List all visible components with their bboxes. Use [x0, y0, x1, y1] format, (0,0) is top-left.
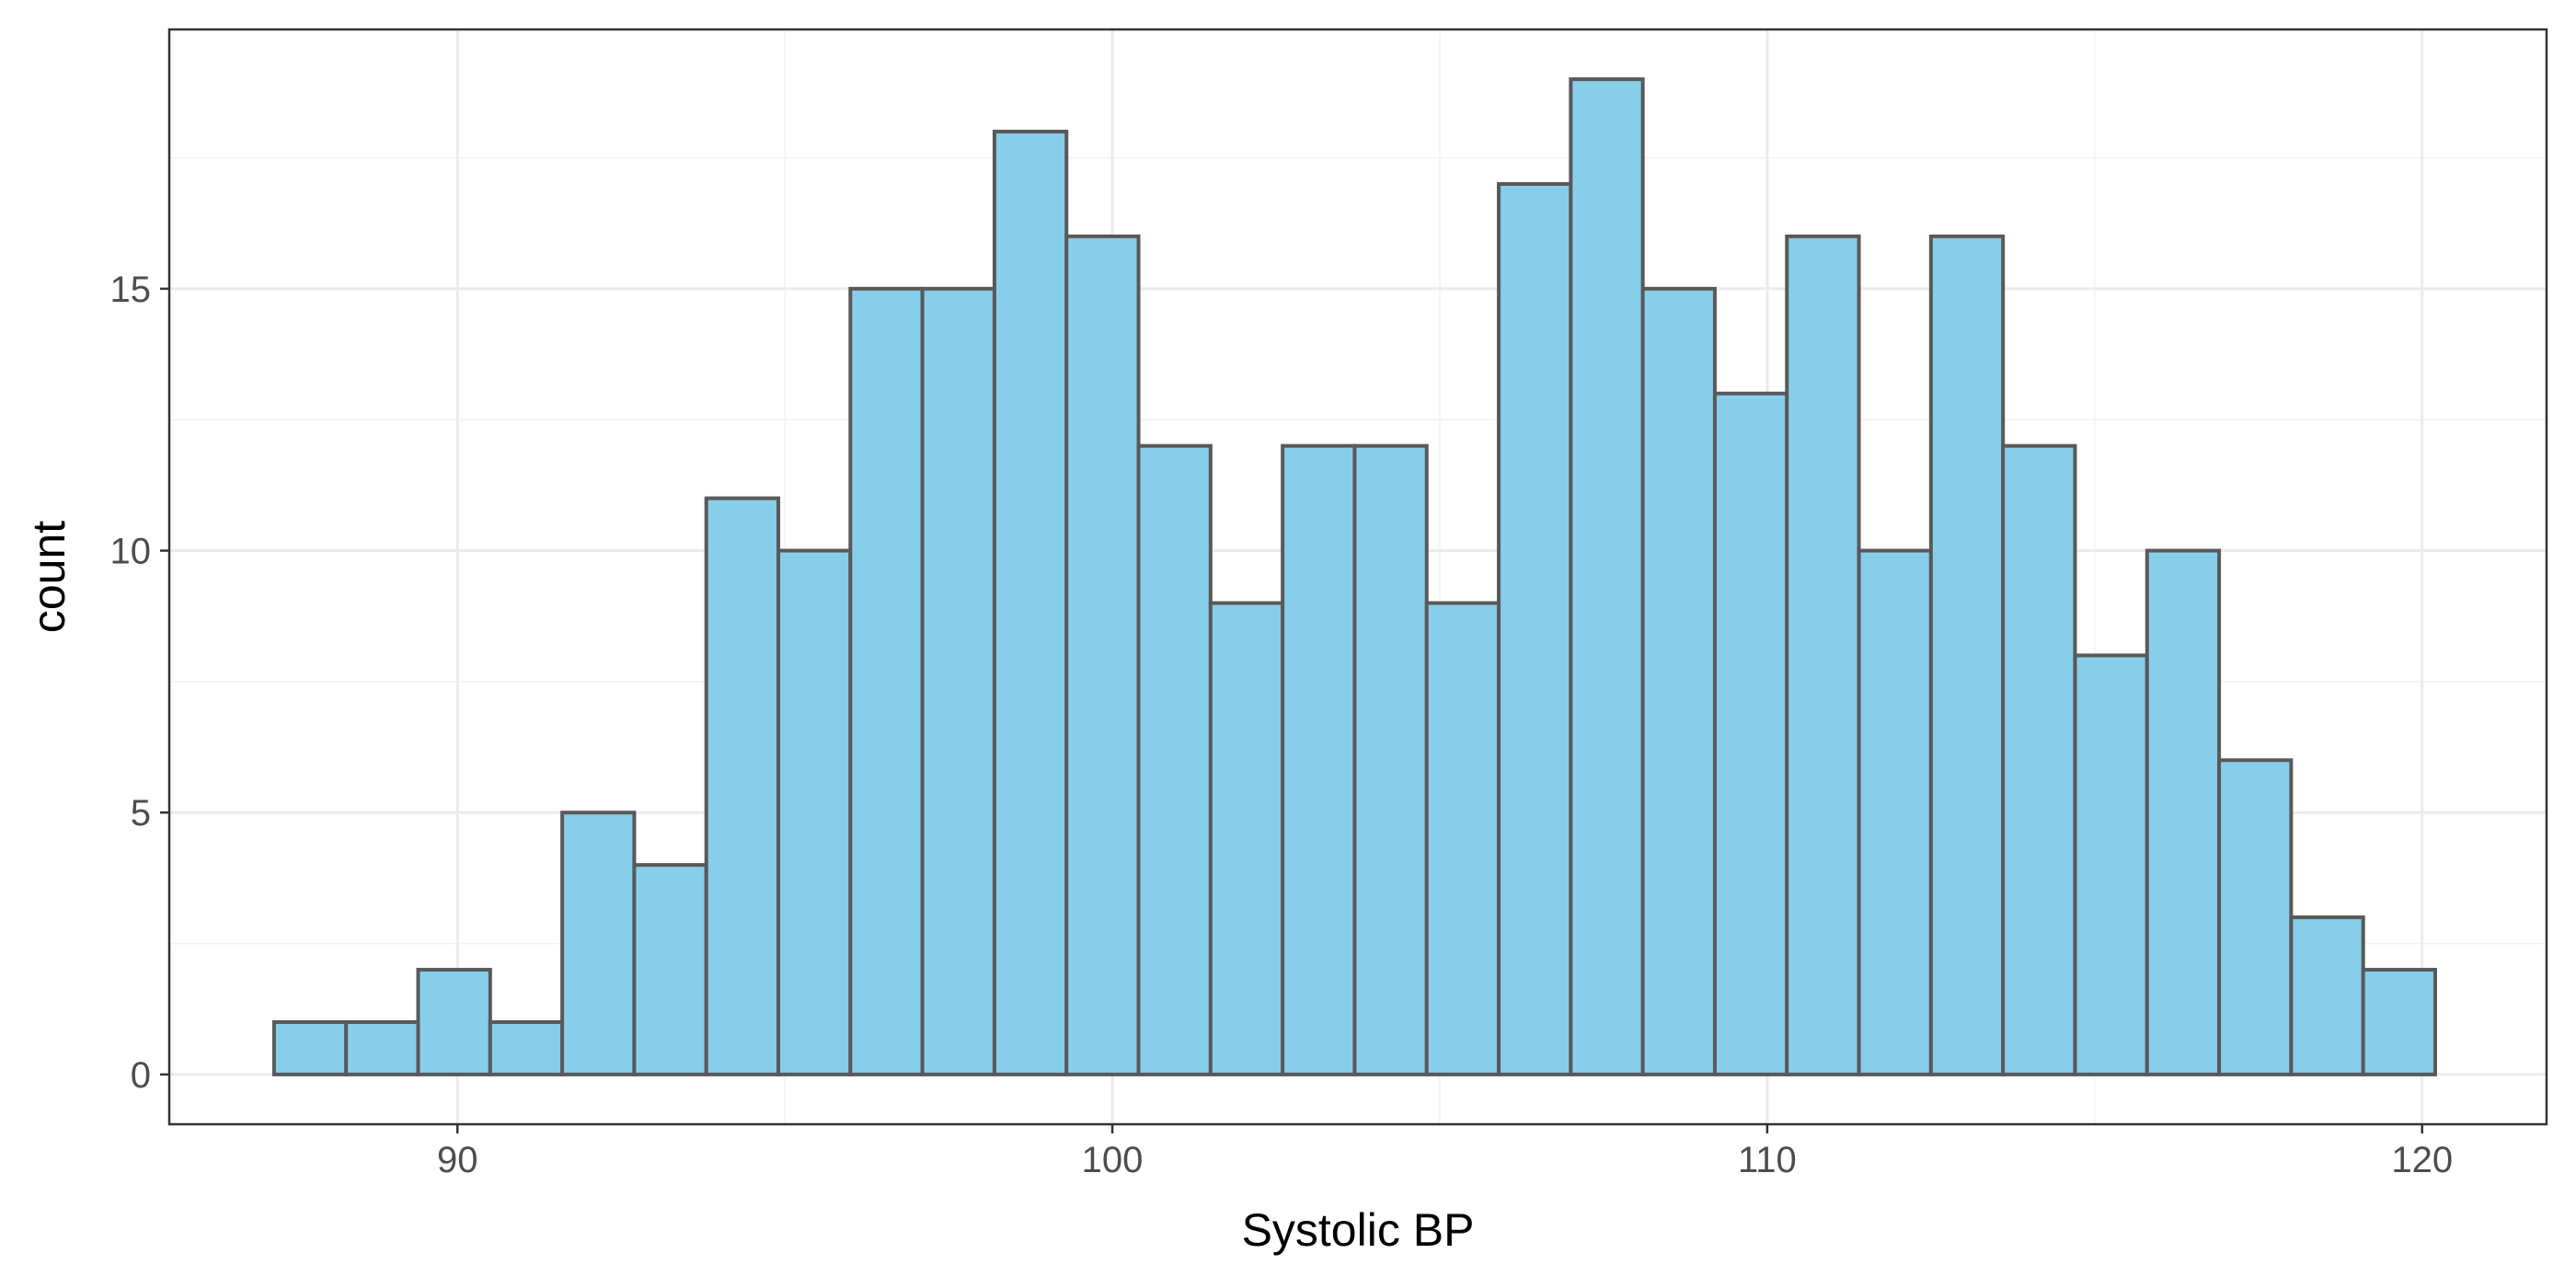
histogram-bar — [1136, 443, 1213, 1076]
histogram-bar — [1785, 234, 1861, 1076]
histogram-bar — [1857, 548, 1933, 1076]
y-tick-label: 0 — [131, 1055, 151, 1096]
y-tick-label: 5 — [131, 793, 151, 834]
histogram-bar — [2217, 758, 2294, 1076]
x-tick-label: 110 — [1738, 1140, 1797, 1180]
histogram-bar — [920, 286, 996, 1076]
histogram-bar — [560, 811, 637, 1076]
y-tick-label: 10 — [110, 532, 152, 572]
histogram-bar — [2001, 443, 2077, 1076]
histogram-bar — [2145, 548, 2222, 1076]
x-axis: 90 100 110 120 — [437, 1124, 2453, 1180]
x-tick-label: 90 — [437, 1140, 478, 1180]
panel-border — [167, 28, 2548, 1126]
histogram-bar — [488, 1019, 565, 1076]
y-axis-title: count — [23, 521, 75, 633]
histogram-bar — [2073, 653, 2149, 1076]
histogram-bar — [2361, 968, 2437, 1076]
x-axis-title: Systolic BP — [1242, 1204, 1475, 1256]
histogram-bar — [1712, 391, 1789, 1076]
y-axis: 0 5 10 15 — [110, 270, 169, 1096]
histogram-bar — [1424, 601, 1501, 1076]
x-tick-label: 120 — [2391, 1140, 2453, 1180]
histogram-bar — [1352, 443, 1429, 1076]
histogram-bars — [271, 77, 2437, 1076]
y-tick-label: 15 — [110, 270, 152, 310]
histogram-bar — [416, 968, 492, 1076]
histogram-bar — [704, 496, 781, 1076]
histogram-bar — [1064, 234, 1141, 1076]
histogram-bar — [344, 1019, 420, 1076]
histogram-bar — [1928, 234, 2006, 1076]
histogram-bar — [992, 130, 1069, 1076]
histogram-bar — [2289, 915, 2365, 1076]
histogram-bar — [1640, 286, 1717, 1076]
x-tick-label: 100 — [1082, 1140, 1144, 1180]
histogram-bar — [632, 863, 708, 1076]
histogram-bar — [271, 1019, 349, 1076]
histogram-bar — [776, 548, 853, 1076]
histogram-bar — [848, 286, 925, 1076]
histogram-bar — [1497, 181, 1573, 1076]
histogram-bar — [1208, 601, 1285, 1076]
histogram-bar — [1281, 443, 1357, 1076]
histogram-bar — [1569, 77, 1645, 1076]
